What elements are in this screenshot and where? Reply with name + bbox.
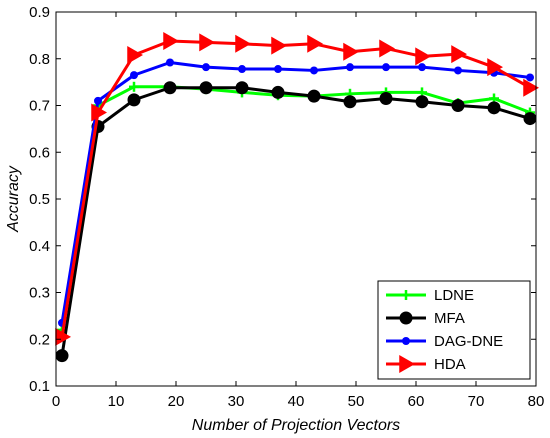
data-point [271, 36, 287, 55]
data-point [523, 78, 539, 97]
y-tick-label: 0.8 [29, 51, 50, 68]
data-point [130, 71, 138, 80]
data-point [382, 63, 390, 72]
x-axis-label: Number of Projection Vectors [192, 417, 400, 434]
data-point [343, 95, 357, 109]
data-point [271, 85, 285, 99]
data-point [415, 47, 431, 66]
data-point [487, 101, 501, 115]
data-point [487, 58, 503, 77]
y-tick-label: 0.2 [29, 331, 50, 348]
legend-entry-hda: HDA [386, 355, 466, 373]
data-point [451, 45, 467, 64]
x-tick-label: 40 [288, 393, 305, 410]
data-point [307, 89, 321, 103]
series-line [60, 60, 531, 324]
legend-label: MFA [434, 310, 465, 327]
data-point [310, 66, 318, 75]
series-mfa [55, 81, 537, 363]
data-point [127, 93, 141, 107]
data-point [163, 81, 177, 95]
data-point [55, 327, 71, 346]
ticks-layer: 0 10 20 30 40 50 60 70 80 0.1 0.2 0.3 0.4 0.5 0.6 0.7 0.… [29, 4, 544, 410]
data-point [127, 46, 143, 65]
y-tick-label: 0.6 [29, 144, 50, 161]
x-tick-label: 50 [348, 393, 365, 410]
data-point [379, 39, 395, 58]
legend-label: DAG-DNE [434, 333, 503, 350]
data-point [418, 63, 426, 72]
y-tick-label: 0.4 [29, 238, 50, 255]
data-point [415, 95, 429, 109]
data-point [202, 63, 210, 72]
series-dag-dne [58, 58, 534, 327]
data-point [163, 31, 179, 50]
x-tick-label: 10 [108, 393, 125, 410]
y-axis-label: Accuracy [5, 165, 22, 233]
legend-label: LDNE [434, 287, 474, 304]
data-point [199, 33, 215, 52]
x-tick-label: 20 [168, 393, 185, 410]
data-point [346, 63, 354, 72]
y-tick-label: 0.1 [29, 378, 50, 395]
data-point [166, 58, 174, 67]
y-tick-label: 0.9 [29, 4, 50, 21]
legend-entry-dag-dne: DAG-DNE [386, 333, 503, 350]
data-point [235, 81, 249, 95]
legend-entry-ldne: LDNE [386, 287, 474, 304]
data-point [402, 337, 410, 345]
legend-label: HDA [434, 356, 466, 373]
x-tick-label: 60 [408, 393, 425, 410]
x-tick-label: 70 [468, 393, 485, 410]
data-point [526, 73, 534, 82]
y-tick-label: 0.3 [29, 285, 50, 302]
data-point [94, 96, 102, 105]
series-layer [55, 31, 539, 363]
data-point [399, 311, 413, 325]
x-tick-label: 0 [52, 393, 60, 410]
data-point [238, 65, 246, 74]
data-point [379, 91, 393, 105]
x-tick-label: 30 [228, 393, 245, 410]
data-point [274, 65, 282, 74]
x-tick-label: 80 [528, 393, 545, 410]
y-tick-label: 0.7 [29, 98, 50, 115]
legend-entry-mfa: MFA [386, 310, 465, 327]
data-point [199, 81, 213, 95]
series-hda [55, 31, 539, 346]
data-point [235, 34, 251, 53]
data-point [454, 66, 462, 75]
data-point [307, 34, 323, 53]
data-point [451, 99, 465, 112]
data-point [343, 42, 359, 61]
y-tick-label: 0.5 [29, 191, 50, 208]
data-point [55, 349, 69, 363]
data-point [91, 103, 107, 122]
data-point [399, 355, 415, 373]
data-point [523, 112, 537, 126]
legend: LDNE MFA DAG-DNE HDA [377, 280, 531, 380]
